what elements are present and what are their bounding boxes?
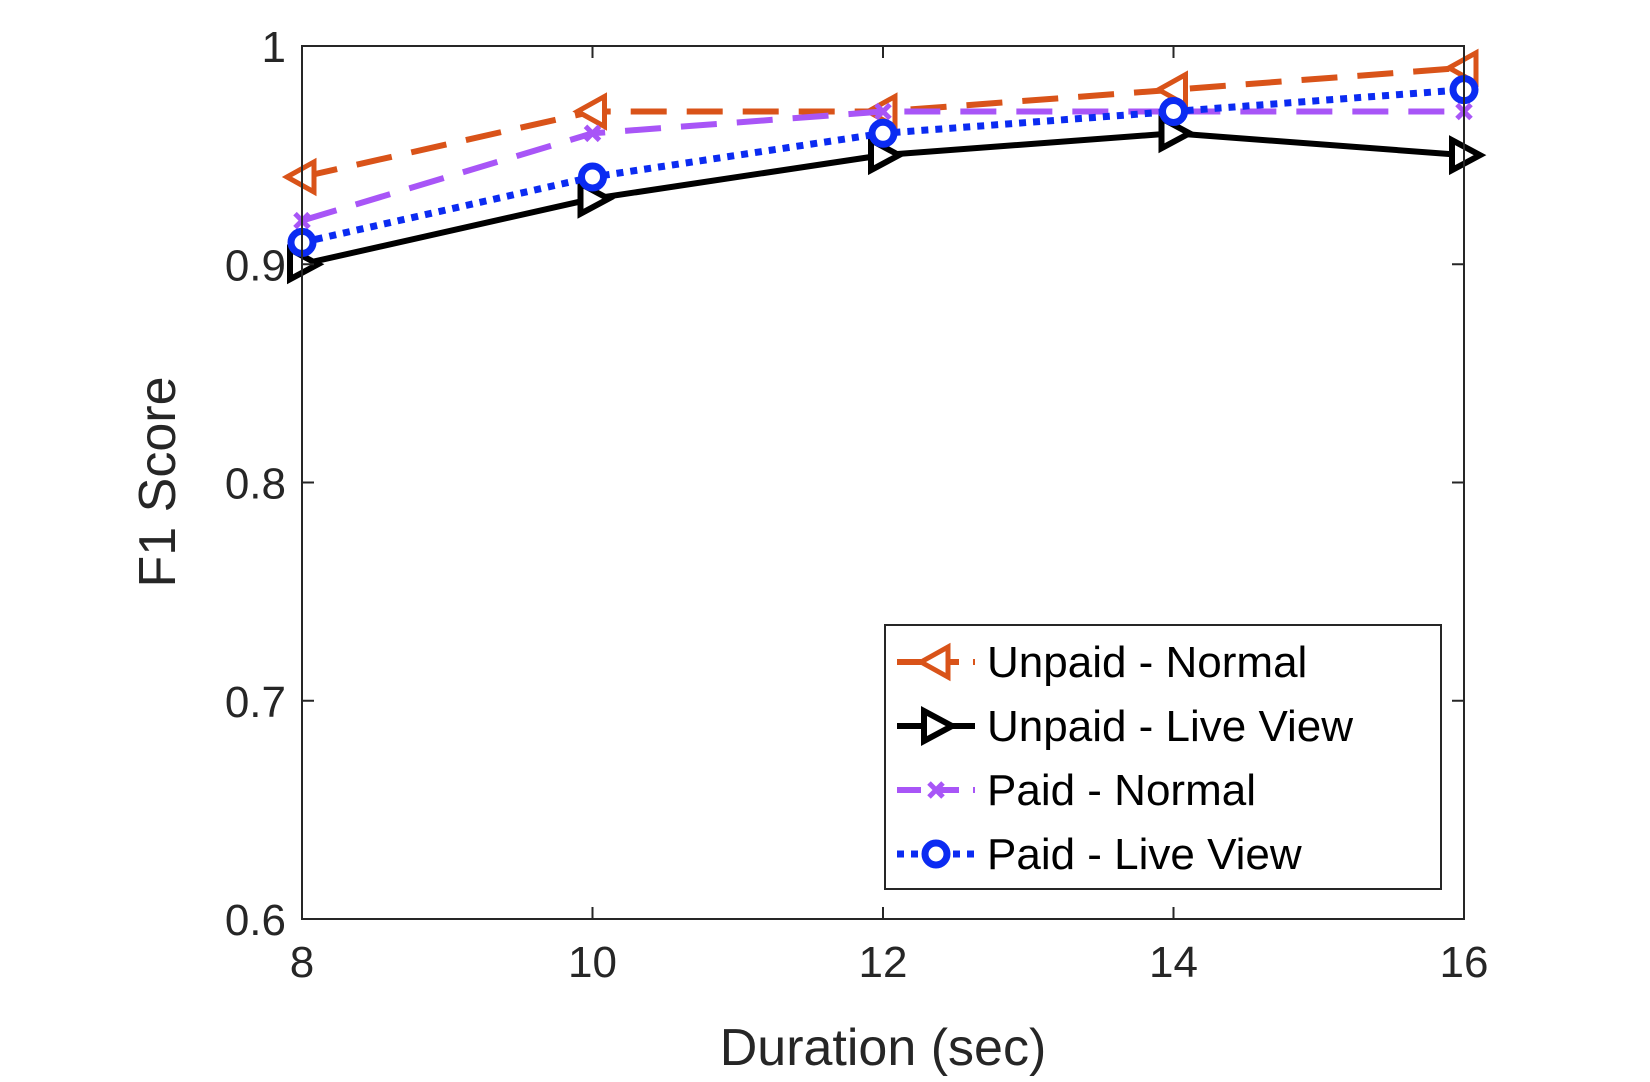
x-tick-label: 8 (290, 938, 314, 987)
legend-entry-3: Paid - Normal (897, 766, 1256, 815)
series-4-point (1159, 96, 1188, 126)
series-3-point (874, 102, 892, 121)
y-tick-label: 0.8 (225, 460, 286, 509)
y-axis-title: F1 Score (129, 377, 187, 588)
legend-entry-2: Unpaid - Live View (897, 702, 1353, 751)
ticks-layer: 8 10 12 14 16 0.6 0.7 0.8 0.9 1 (225, 23, 1489, 987)
legend-label: Paid - Normal (987, 766, 1256, 815)
legend-marker (915, 642, 951, 682)
series-2-point (1449, 135, 1487, 176)
x-tick-label: 10 (568, 938, 617, 987)
y-tick-label: 0.6 (225, 896, 286, 945)
series-layer (281, 48, 1487, 285)
legend-entry-4: Paid - Live View (897, 830, 1302, 879)
series-3-point (583, 124, 602, 143)
y-tick-label: 0.9 (225, 241, 286, 290)
legend-marker (921, 839, 951, 869)
legend-marker (927, 781, 945, 799)
legend-label: Unpaid - Normal (987, 638, 1307, 687)
x-tick-label: 16 (1440, 938, 1489, 987)
x-tick-label: 14 (1149, 938, 1198, 987)
series-4-point (578, 162, 607, 192)
legend-label: Paid - Live View (987, 830, 1302, 879)
series-1-point (572, 92, 607, 131)
x-axis-title: Duration (sec) (720, 1019, 1047, 1077)
legend-box (884, 624, 1442, 890)
y-tick-label: 1 (262, 23, 286, 72)
legend-label: Unpaid - Live View (987, 702, 1353, 751)
legend-entry-1: Unpaid - Normal (897, 638, 1307, 687)
series-4-point (868, 118, 898, 148)
series-1-point (281, 157, 317, 197)
y-tick-label: 0.7 (225, 678, 286, 727)
x-tick-label: 12 (859, 938, 908, 987)
legend: Unpaid - Normal Unpaid - Live View Paid - … (884, 624, 1442, 890)
legend-marker (921, 705, 959, 747)
